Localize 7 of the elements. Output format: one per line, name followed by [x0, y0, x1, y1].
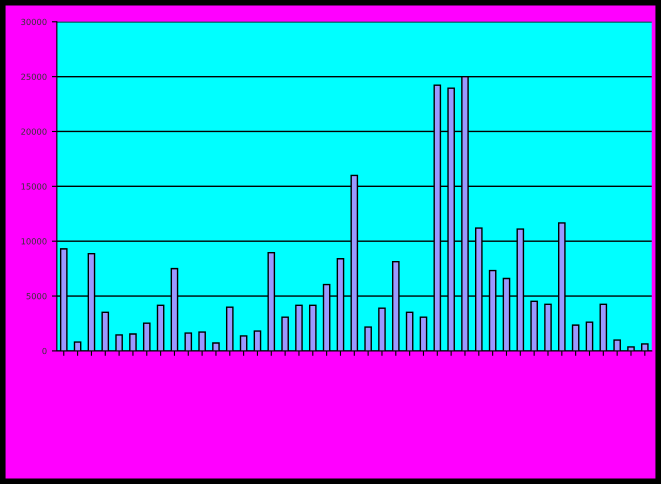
- y-tick-label: 25000: [21, 74, 47, 80]
- y-tick-label: 30000: [21, 18, 47, 26]
- y-tick-label: 10000: [22, 238, 47, 244]
- y-tick-label: 0: [42, 348, 47, 354]
- y-tick-label: 20000: [21, 128, 47, 135]
- y-tick-label: 5000: [26, 293, 47, 300]
- y-tick-label: 15000: [22, 183, 47, 190]
